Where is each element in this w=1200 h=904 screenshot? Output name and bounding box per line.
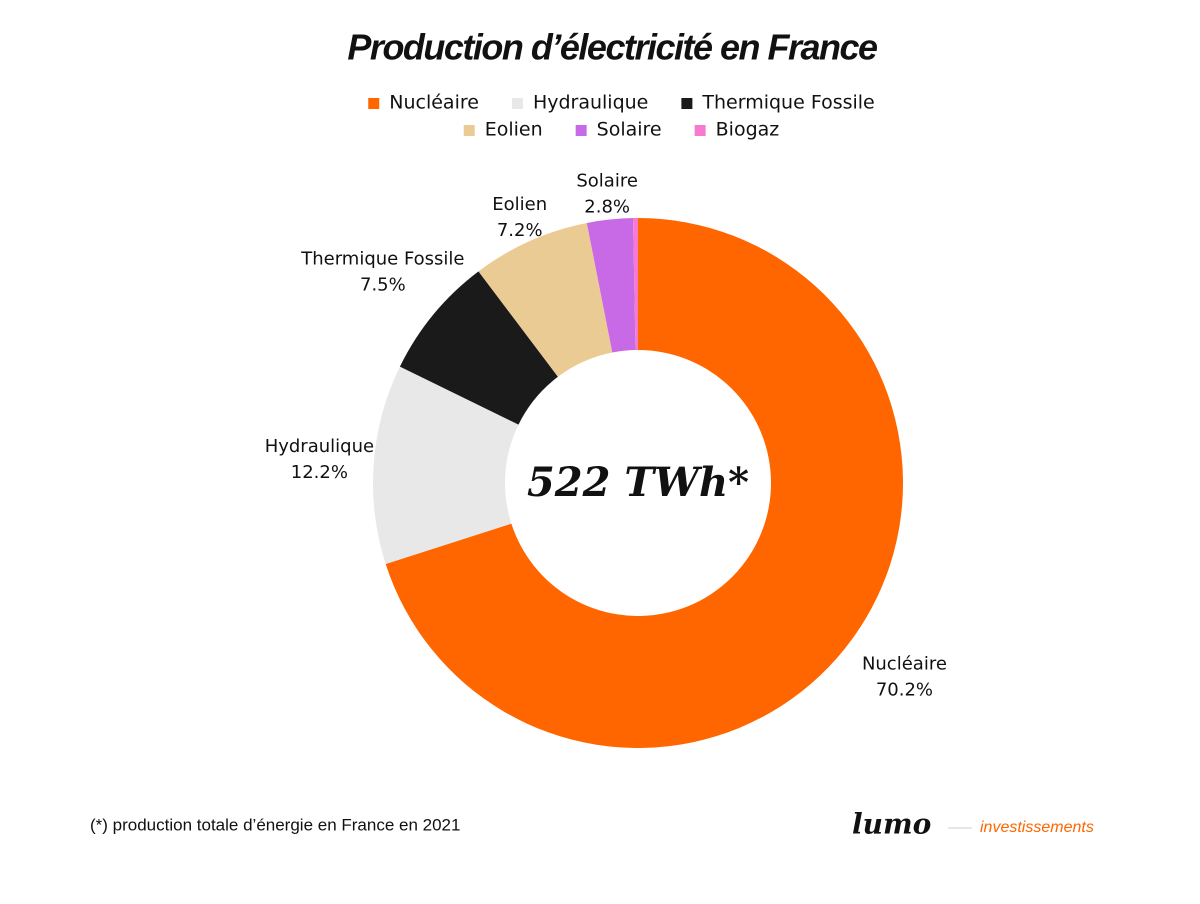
- legend-label: Hydraulique: [533, 92, 648, 114]
- donut-slice: [385, 218, 904, 748]
- donut-slice: [372, 366, 519, 564]
- legend-swatch: [511, 98, 523, 109]
- donut-slice: [399, 271, 558, 425]
- chart-title: Production d’électricité en France: [347, 27, 878, 68]
- slice-name: Eolien: [492, 194, 547, 215]
- footnote: (*) production totale d’énergie en Franc…: [90, 815, 460, 834]
- legend-swatch: [681, 98, 693, 109]
- donut-slice: [478, 222, 613, 377]
- legend-label: Eolien: [485, 119, 543, 141]
- brand-subtitle: investissements: [980, 819, 1094, 836]
- legend-label: Nucléaire: [389, 92, 479, 114]
- legend-label: Solaire: [597, 119, 662, 141]
- legend-swatch: [368, 98, 380, 109]
- data-label: 70.2%: [876, 679, 933, 700]
- data-label: 2.8%: [584, 197, 630, 218]
- legend-swatch: [694, 125, 706, 136]
- slice-name: Solaire: [576, 171, 638, 192]
- slice-name: Nucléaire: [862, 653, 947, 674]
- legend-swatch: [575, 125, 587, 136]
- center-label: 522 TWh*: [527, 459, 749, 506]
- brand: lumo: [852, 808, 931, 841]
- donut-slice: [586, 218, 636, 353]
- legend-label: Thermique Fossile: [701, 92, 874, 114]
- slice-name: Thermique Fossile: [300, 249, 464, 270]
- data-label: 12.2%: [291, 462, 348, 483]
- data-label: 7.2%: [497, 220, 543, 241]
- slice-name: Hydraulique: [265, 436, 374, 457]
- donut-slice: [633, 218, 638, 351]
- legend-swatch: [463, 125, 475, 136]
- legend-label: Biogaz: [716, 119, 780, 141]
- data-label: 7.5%: [360, 275, 406, 296]
